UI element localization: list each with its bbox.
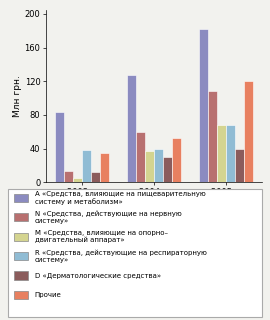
Bar [244, 81, 252, 182]
Text: М «Средства, влияющие на опорно–
двигательный аппарат»: М «Средства, влияющие на опорно– двигате… [35, 230, 168, 244]
Bar [64, 172, 73, 182]
Bar [217, 125, 225, 182]
Bar [82, 150, 90, 182]
Bar [163, 157, 171, 182]
Bar [145, 151, 154, 182]
Bar [136, 132, 144, 182]
Bar [91, 172, 100, 182]
Bar [73, 178, 82, 182]
Bar [199, 29, 208, 182]
Bar [154, 149, 163, 182]
FancyBboxPatch shape [15, 252, 28, 260]
Text: N «Средства, действующие на нервную
систему»: N «Средства, действующие на нервную сист… [35, 211, 181, 224]
Bar [172, 138, 181, 182]
FancyBboxPatch shape [15, 194, 28, 202]
Bar [226, 125, 235, 182]
FancyBboxPatch shape [15, 271, 28, 280]
Bar [208, 92, 217, 182]
Text: R «Средства, действующие на респираторную
систему»: R «Средства, действующие на респираторну… [35, 249, 207, 263]
Text: А «Средства, влияющие на пищеварительную
систему и метаболизм»: А «Средства, влияющие на пищеварительную… [35, 191, 205, 205]
Bar [235, 149, 244, 182]
Bar [55, 112, 63, 182]
Text: D «Дерматологические средства»: D «Дерматологические средства» [35, 273, 161, 279]
Bar [127, 75, 136, 182]
Y-axis label: Млн грн.: Млн грн. [13, 75, 22, 117]
FancyBboxPatch shape [15, 291, 28, 299]
FancyBboxPatch shape [15, 233, 28, 241]
FancyBboxPatch shape [15, 213, 28, 221]
FancyBboxPatch shape [8, 189, 262, 317]
Text: Прочие: Прочие [35, 292, 62, 298]
Bar [100, 153, 109, 182]
